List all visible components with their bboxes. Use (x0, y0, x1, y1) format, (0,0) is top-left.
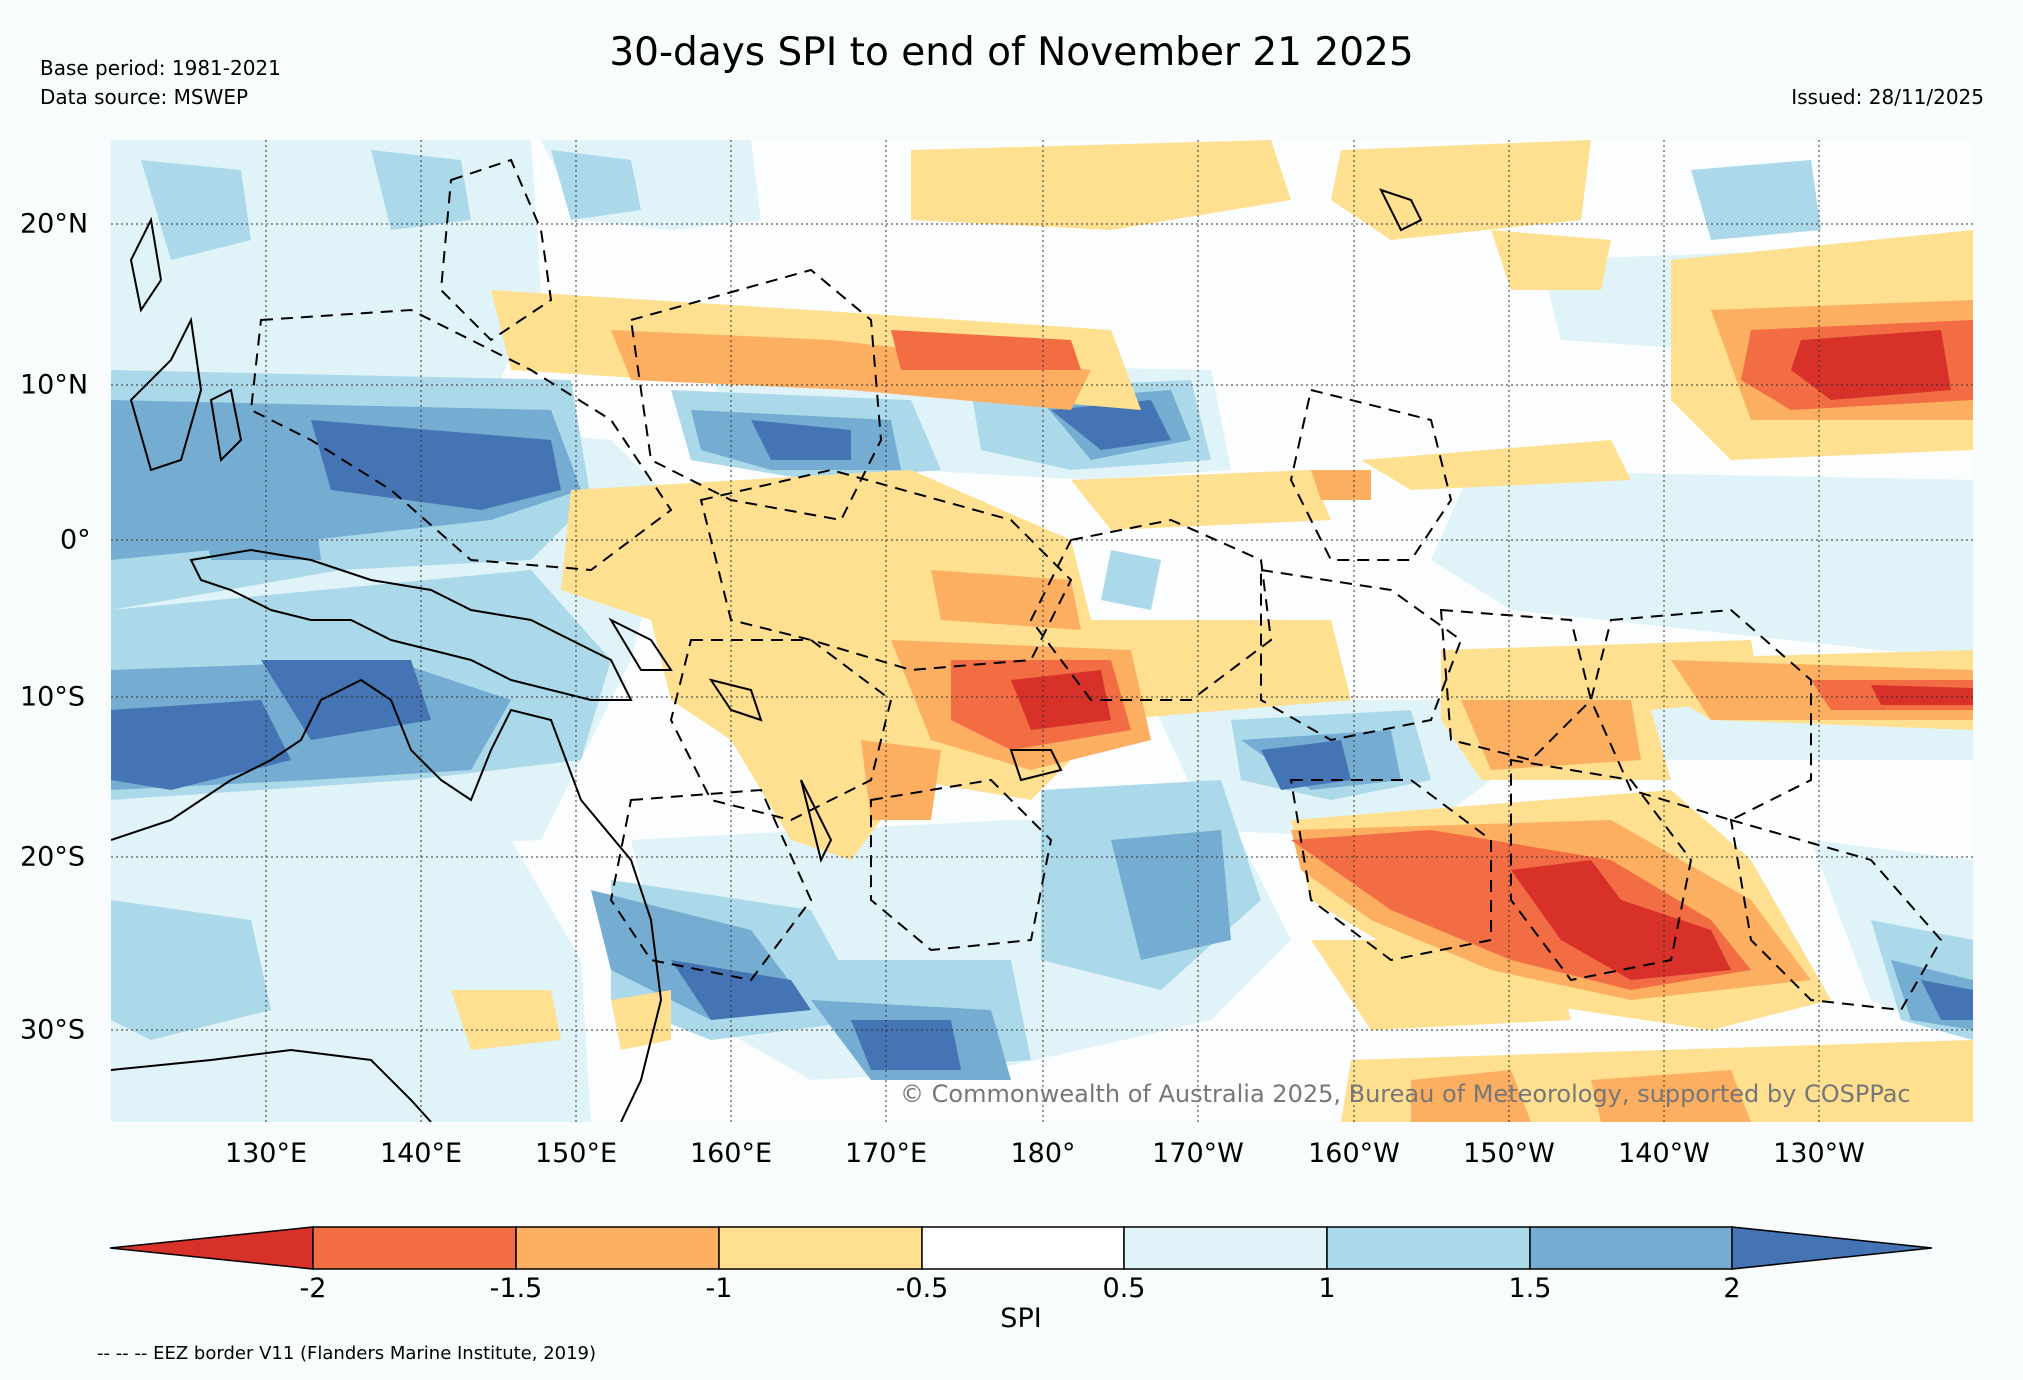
lon-label-150w: 150°W (1463, 1138, 1555, 1169)
colorbar-tick: -1 (705, 1273, 733, 1304)
graticule (111, 140, 1973, 1122)
base-period-label: Base period: 1981-2021 (40, 56, 281, 80)
colorbar-segment-7 (1529, 1226, 1733, 1270)
lat-label-10n: 10°N (20, 369, 89, 401)
colorbar-segment-4 (921, 1226, 1125, 1270)
coastlines (111, 188, 1423, 1122)
lon-label-160w: 160°W (1308, 1138, 1400, 1169)
issued-date-label: Issued: 28/11/2025 (1791, 85, 1984, 109)
colorbar-tick: 1 (1318, 1273, 1336, 1304)
lon-label-140w: 140°W (1618, 1138, 1710, 1169)
colorbar-tick: -0.5 (895, 1273, 949, 1304)
lat-label-0: 0° (60, 524, 91, 556)
lon-label-170w: 170°W (1152, 1138, 1244, 1169)
colorbar-tick: 1.5 (1508, 1273, 1552, 1304)
colorbar-segment-extend-high (1731, 1226, 1933, 1270)
spi-map-svg (111, 140, 1973, 1122)
colorbar-segment-extend-low (110, 1226, 314, 1270)
colorbar (110, 1226, 1933, 1270)
colorbar-segment-5 (1123, 1226, 1328, 1270)
eez-borders (249, 158, 1943, 1012)
copyright-notice: © Commonwealth of Australia 2025, Bureau… (900, 1080, 1911, 1108)
spi-map-panel (111, 140, 1973, 1122)
darkest-blue-field (111, 400, 1973, 1070)
lon-label-130w: 130°W (1773, 1138, 1865, 1169)
map-title: 30-days SPI to end of November 21 2025 (609, 30, 1414, 75)
lon-label-130e: 130°E (224, 1138, 308, 1169)
colorbar-tick: 0.5 (1102, 1273, 1146, 1304)
colorbar-tick: 2 (1723, 1273, 1741, 1304)
lon-label-160e: 160°E (689, 1138, 773, 1169)
colorbar-segment-1 (312, 1226, 517, 1270)
lat-label-20s: 20°S (20, 841, 85, 873)
colorbar-segment-3 (718, 1226, 923, 1270)
lat-label-10s: 10°S (20, 681, 85, 713)
lon-label-170e: 170°E (844, 1138, 928, 1169)
lon-label-140e: 140°E (379, 1138, 463, 1169)
colorbar-segment-6 (1326, 1226, 1531, 1270)
lon-label-180: 180° (1010, 1138, 1076, 1169)
colorbar-segment-2 (515, 1226, 720, 1270)
colorbar-tick: -2 (299, 1273, 327, 1304)
lon-label-150e: 150°E (534, 1138, 618, 1169)
colorbar-tick: -1.5 (489, 1273, 543, 1304)
data-source-label: Data source: MSWEP (40, 85, 249, 109)
lat-label-30s: 30°S (20, 1014, 85, 1046)
red-core-field (1011, 330, 1973, 980)
colorbar-title: SPI (1000, 1303, 1042, 1334)
lat-label-20n: 20°N (20, 208, 89, 240)
eez-legend-note: -- -- -- EEZ border V11 (Flanders Marine… (97, 1343, 597, 1364)
